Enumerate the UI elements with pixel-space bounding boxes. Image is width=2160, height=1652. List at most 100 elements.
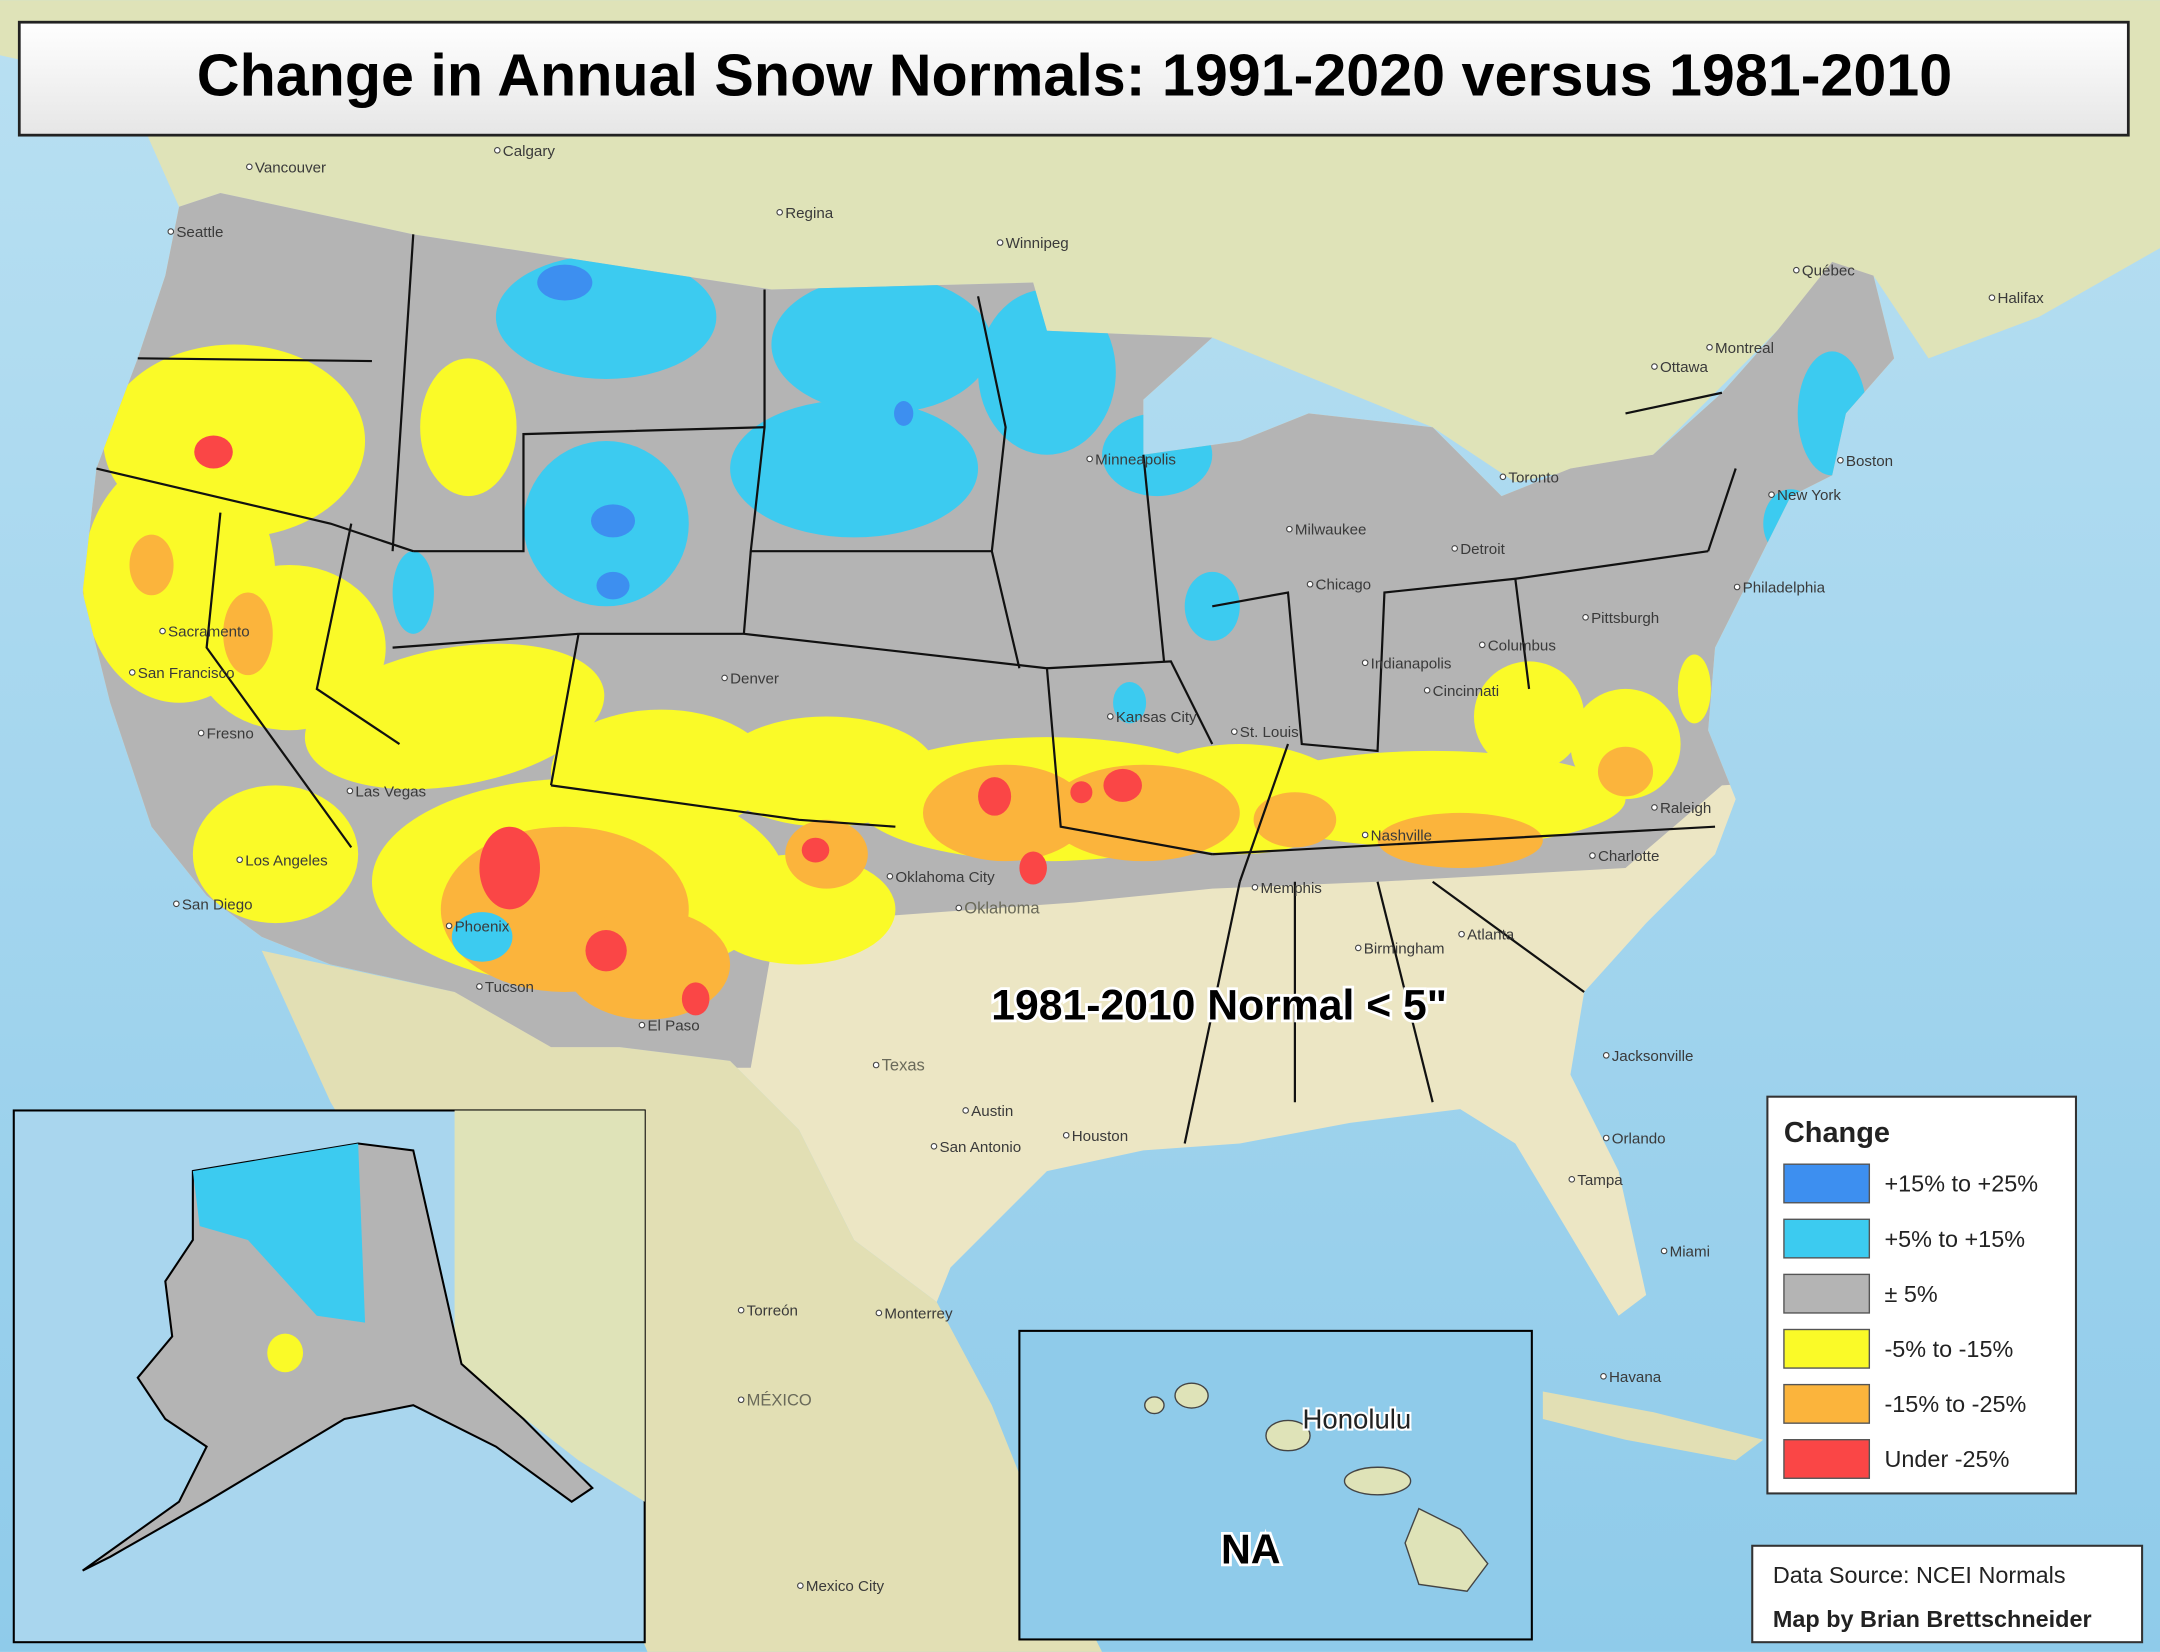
place-dot [1230,728,1238,735]
snow-change-zone [1046,764,1240,862]
place-label: Tucson [485,979,534,996]
place-label: Denver [730,670,779,687]
place-dot [1582,613,1589,621]
place-label: Kansas City [1116,709,1197,726]
place-dot [493,147,501,154]
place-label: Charlotte [1598,848,1659,865]
place-label: Chicago [1316,577,1372,594]
place-dot [737,1396,745,1404]
snow-change-zone [1239,750,1626,848]
place-dot [128,669,136,676]
place-label: Birmingham [1364,940,1445,957]
place-label: Ottawa [1660,359,1709,376]
place-label: St. Louis [1240,724,1299,741]
cuba-land [1542,1391,1764,1461]
place-label: Pittsburgh [1591,610,1659,627]
snow-change-zone [1677,654,1711,724]
place-dot [246,163,253,171]
legend-swatch [1783,1383,1871,1424]
snow-change-zone [1473,661,1585,772]
snow-change-zone [194,435,233,469]
place-label: Philadelphia [1743,580,1826,597]
place-dot [955,904,963,912]
place-dot [721,674,728,682]
credits-box [1751,1544,2144,1644]
place-label: Raleigh [1660,800,1711,817]
place-dot [1651,804,1658,811]
place-dot [1768,491,1775,499]
place-dot [1499,473,1507,481]
place-dot [872,1061,880,1069]
yukon-land [454,1110,645,1502]
place-dot [1361,831,1369,839]
alaska [82,1142,594,1572]
place-label: Tampa [1577,1172,1623,1189]
place-dot [1361,659,1369,667]
snow-change-zone [922,764,1089,862]
place-label: Vancouver [255,159,326,176]
snow-change-zone [537,264,593,301]
place-dot [1062,1131,1070,1139]
place-dot [1988,294,1996,302]
legend: Change +15% to +25% +5% to +15% ± 5% -5% to… [1766,1095,2078,1495]
legend-label: -5% to -15% [1884,1336,2013,1362]
snow-change-zone [479,826,540,910]
place-dot [737,1306,745,1314]
place-label: Austin [971,1103,1013,1120]
place-dot [346,787,354,795]
place-label: Torreón [747,1303,798,1320]
legend-swatch [1783,1273,1871,1314]
snow-change-zone [894,401,914,426]
snow-change-zone [585,930,627,972]
snow-change-zone [978,777,1012,816]
place-dot [1706,343,1713,351]
honolulu-label: Honolulu [1303,1404,1412,1435]
snow-change-zone [801,837,830,863]
snow-change-zone [1103,768,1142,802]
place-dot [1423,687,1431,694]
place-dot [1354,944,1362,952]
snow-change-zone [451,912,513,962]
place-label: Boston [1846,453,1893,470]
place-label: Texas [882,1056,925,1075]
place-dot [1602,1052,1610,1059]
alaska-zone [267,1333,304,1373]
place-dot [1286,525,1293,533]
place-label: MÉXICO [747,1390,812,1409]
legend-label: +15% to +25% [1884,1171,2038,1197]
low-normal-note: 1981-2010 Normal < 5" [991,982,1447,1030]
place-label: Los Angeles [245,852,328,869]
place-labels: Calgary Regina Winnipeg Vancouver Seattle Sac… [128,143,2044,1595]
place-label: Calgary [503,143,556,160]
alaska-zone [192,1143,366,1323]
place-dot [1837,456,1844,464]
hawaii-note: NA [1221,1527,1281,1573]
place-dot [875,1309,883,1317]
place-dot [1651,363,1658,370]
snow-change-zone [730,399,979,538]
place-dot [1568,1176,1576,1183]
place-dot [886,872,894,880]
hawaii-islands [1144,1382,1489,1592]
place-dot [197,729,205,737]
snow-change-zones [82,193,1895,1068]
place-label: Nashville [1371,827,1432,844]
legend-label: +5% to +15% [1884,1226,2025,1252]
place-label: San Diego [182,896,253,913]
place-label: Indianapolis [1371,655,1452,672]
legend-label: ± 5% [1884,1281,1937,1307]
place-label: Minneapolis [1095,451,1176,468]
place-dot [445,922,453,930]
place-label: Québec [1802,263,1855,280]
place-label: San Francisco [138,665,235,682]
snow-change-zone [392,551,434,634]
place-dot [1733,583,1741,591]
snow-change-zone [1113,682,1147,724]
place-dot [236,856,243,864]
place-dot [1660,1247,1668,1255]
place-dot [1086,455,1093,463]
place-dot [638,1021,646,1029]
place-label: Oklahoma City [895,869,995,886]
